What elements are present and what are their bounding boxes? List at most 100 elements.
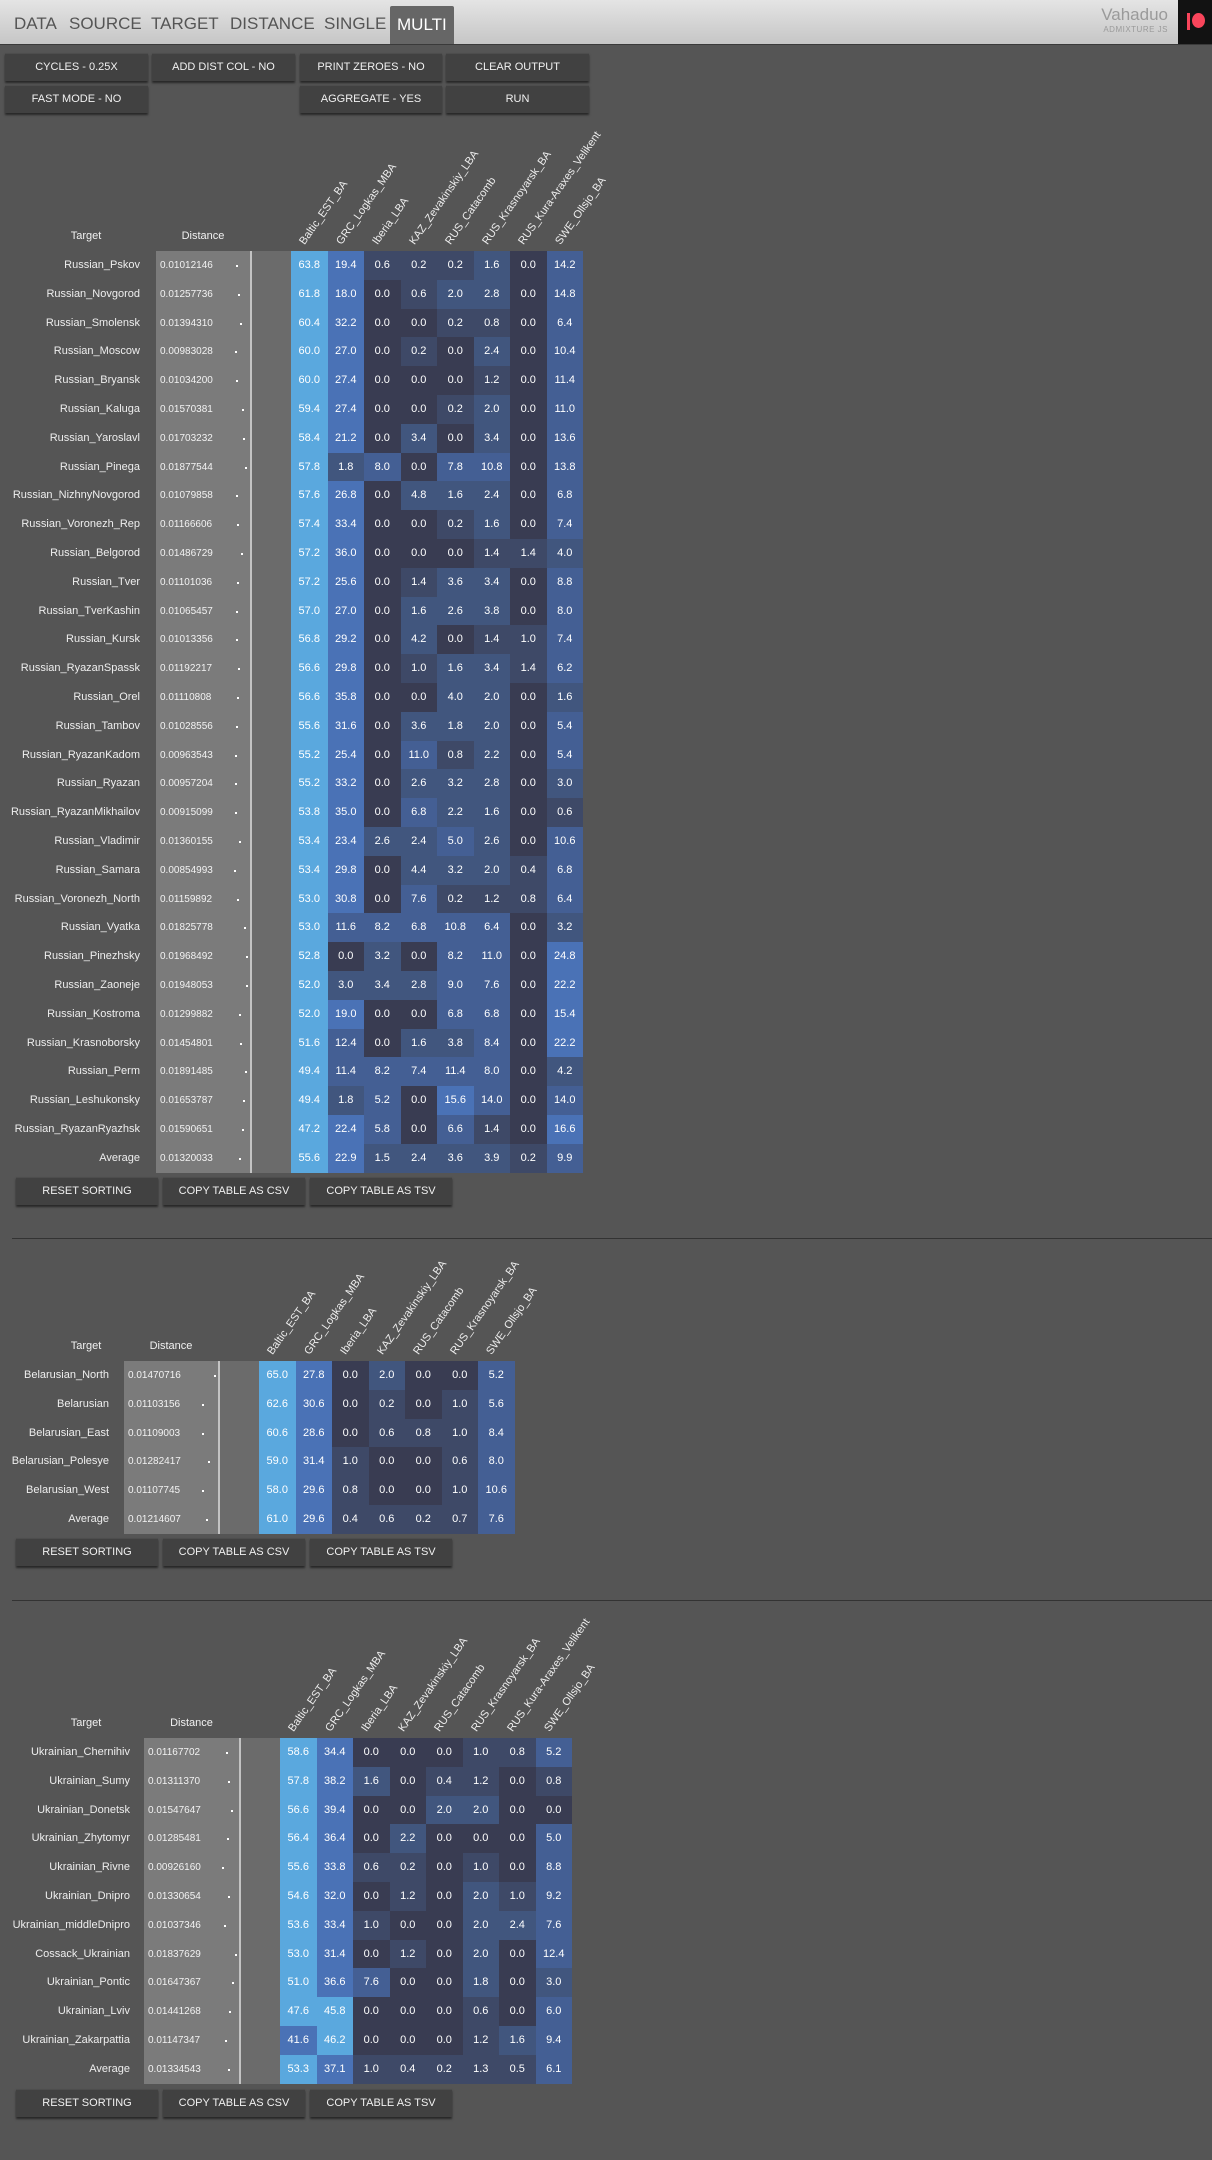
table-cell: 7.4: [546, 625, 583, 655]
distance-marker: [239, 841, 242, 843]
table-cell: 0.0: [327, 942, 364, 972]
column-header[interactable]: KAZ_Zevakinskiy_LBA: [406, 148, 481, 247]
table-cell: 0.0: [364, 625, 401, 655]
reset-sorting-button[interactable]: RESET SORTING: [16, 1538, 158, 1566]
table-cell: 1.4: [400, 567, 437, 597]
fast-mode-button[interactable]: FAST MODE - NO: [5, 85, 148, 113]
table-cell: 0.0: [400, 683, 437, 712]
table-cell: 29.8: [327, 654, 364, 684]
table-cell: 0.0: [510, 683, 547, 712]
aggregate-button[interactable]: AGGREGATE - YES: [300, 85, 442, 113]
distance-value: 0.01547647: [148, 1804, 201, 1816]
copy-tsv-button[interactable]: COPY TABLE AS TSV: [310, 2089, 452, 2117]
table-cell: 0.0: [400, 1086, 437, 1116]
table-cell: 60.6: [259, 1418, 296, 1448]
distance-marker: [235, 783, 238, 786]
table-cell: 6.8: [437, 999, 474, 1029]
table-cell: 32.2: [327, 308, 364, 338]
table-cell: 47.2: [291, 1115, 328, 1144]
clear-output-button[interactable]: CLEAR OUTPUT: [446, 53, 589, 81]
column-header[interactable]: Iberia_LBA: [359, 1682, 401, 1734]
table-cell: 27.4: [327, 395, 364, 424]
tab-source[interactable]: SOURCE: [69, 14, 142, 33]
column-header[interactable]: RUS_Krasnoyarsk_BA: [468, 1635, 543, 1734]
copy-tsv-button[interactable]: COPY TABLE AS TSV: [310, 1538, 452, 1566]
distance-marker: [241, 409, 244, 411]
table-cell: 0.6: [441, 1447, 478, 1477]
table-cell: 0.0: [510, 827, 547, 856]
tab-single[interactable]: SINGLE: [324, 14, 387, 33]
table-cell: 1.4: [473, 625, 510, 655]
table-cell: 0.0: [364, 769, 401, 799]
table-cell: 1.6: [400, 596, 437, 626]
table-cell: 6.8: [400, 913, 437, 943]
table-cell: 3.6: [400, 711, 437, 741]
table-cell: 1.0: [441, 1418, 478, 1448]
copy-csv-button[interactable]: COPY TABLE AS CSV: [163, 2089, 305, 2117]
table-cell: 0.0: [510, 999, 547, 1029]
add-dist-col-button[interactable]: ADD DIST COL - NO: [152, 53, 295, 81]
copy-tsv-button[interactable]: COPY TABLE AS TSV: [310, 1177, 452, 1205]
distance-separator: [239, 1738, 241, 2084]
table-cell: 0.0: [510, 596, 547, 626]
table-cell: 0.8: [499, 1738, 536, 1767]
table-cell: 45.8: [316, 1997, 353, 2027]
column-header[interactable]: RUS_Krasnoyarsk_BA: [479, 148, 554, 247]
table-cell: 0.0: [405, 1447, 442, 1477]
distance-value: 0.00854993: [160, 864, 213, 876]
table-cell: 2.6: [473, 827, 510, 856]
copy-csv-button[interactable]: COPY TABLE AS CSV: [163, 1538, 305, 1566]
table-cell: 29.8: [327, 855, 364, 885]
cycles-button[interactable]: CYCLES - 0.25X: [5, 53, 148, 81]
table-cell: 0.2: [389, 1853, 426, 1883]
table-cell: 61.0: [259, 1505, 296, 1534]
table-cell: 0.0: [426, 1824, 463, 1854]
column-header[interactable]: KAZ_Zevakinskiy_LBA: [374, 1258, 449, 1357]
tab-multi[interactable]: MULTI: [390, 6, 454, 44]
table-cell: 35.0: [327, 798, 364, 828]
table-cell: 22.2: [546, 971, 583, 1000]
copy-csv-button[interactable]: COPY TABLE AS CSV: [163, 1177, 305, 1205]
table-cell: 2.0: [462, 1882, 499, 1911]
table-cell: 6.8: [400, 798, 437, 828]
table-cell: 55.6: [291, 711, 328, 741]
table-cell: 0.7: [441, 1505, 478, 1534]
table-cell: 31.6: [327, 711, 364, 741]
target-name: Russian_TverKashin: [38, 604, 141, 617]
table-cell: 8.0: [364, 452, 401, 482]
column-header[interactable]: Iberia_LBA: [338, 1305, 380, 1357]
table-cell: 0.0: [499, 1824, 536, 1854]
distance-marker: [236, 697, 239, 699]
table-cell: 2.0: [473, 855, 510, 885]
table-cell: 0.0: [389, 1738, 426, 1767]
column-header[interactable]: KAZ_Zevakinskiy_LBA: [395, 1635, 470, 1734]
tab-target[interactable]: TARGET: [151, 14, 219, 33]
print-zeroes-button[interactable]: PRINT ZEROES - NO: [300, 53, 442, 81]
table-cell: 0.0: [535, 1795, 572, 1825]
run-button[interactable]: RUN: [446, 85, 589, 113]
tab-data[interactable]: DATA: [14, 14, 57, 33]
table-cell: 1.4: [510, 654, 547, 684]
distance-value: 0.01167702: [148, 1747, 201, 1758]
table-cell: 0.0: [499, 1853, 536, 1883]
target-name: Russian_NizhnyNovgorod: [12, 489, 140, 502]
target-name: Ukrainian_Chernihiv: [30, 1746, 130, 1758]
table-cell: 0.0: [510, 452, 547, 482]
table-cell: 30.8: [327, 884, 364, 914]
distance-marker: [227, 2068, 230, 2071]
distance-value: 0.01299882: [160, 1008, 213, 1020]
column-header[interactable]: RUS_Krasnoyarsk_BA: [447, 1258, 522, 1357]
column-header[interactable]: Iberia_LBA: [370, 195, 412, 247]
table-cell: 0.0: [510, 337, 547, 367]
patreon-icon[interactable]: [1178, 0, 1212, 44]
table-cell: 0.0: [353, 1882, 390, 1911]
table-cell: 0.0: [400, 1115, 437, 1144]
tab-distance[interactable]: DISTANCE: [230, 14, 315, 33]
distance-marker: [237, 668, 240, 671]
table-cell: 14.2: [546, 251, 583, 280]
table-cell: 55.6: [280, 1853, 317, 1883]
table-cell: 1.0: [353, 1910, 390, 1940]
table-cell: 53.4: [291, 855, 328, 885]
reset-sorting-button[interactable]: RESET SORTING: [16, 1177, 158, 1205]
reset-sorting-button[interactable]: RESET SORTING: [16, 2089, 158, 2117]
